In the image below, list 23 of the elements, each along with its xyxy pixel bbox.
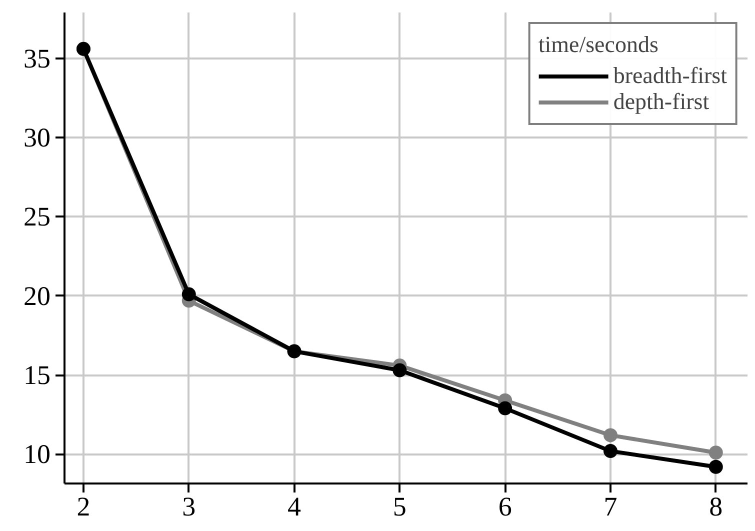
point (392, 363, 407, 378)
legend-title: time/seconds (538, 32, 660, 58)
x-tick-label: 2 (76, 492, 90, 522)
y-tick-label: 20 (24, 280, 50, 311)
point (603, 444, 618, 458)
legend-label: breadth-first (613, 63, 727, 89)
point (603, 428, 618, 442)
point (498, 401, 512, 416)
y-tick-label: 30 (24, 122, 50, 153)
point (708, 460, 723, 474)
x-tick-label: 3 (182, 492, 196, 522)
y-tick-label: 15 (24, 360, 50, 390)
x-tick-label: 6 (498, 492, 512, 522)
point (708, 446, 723, 460)
y-tick-label: 25 (24, 202, 50, 232)
x-tick-label: 5 (392, 492, 406, 522)
x-tick-label: 8 (709, 492, 723, 522)
x-tick-label: 4 (288, 492, 302, 522)
point (182, 287, 196, 302)
x-tick-label: 7 (604, 492, 618, 522)
y-tick-label: 10 (24, 439, 50, 470)
y-tick-label: 35 (24, 43, 50, 74)
legend-label: depth-first (613, 89, 710, 115)
